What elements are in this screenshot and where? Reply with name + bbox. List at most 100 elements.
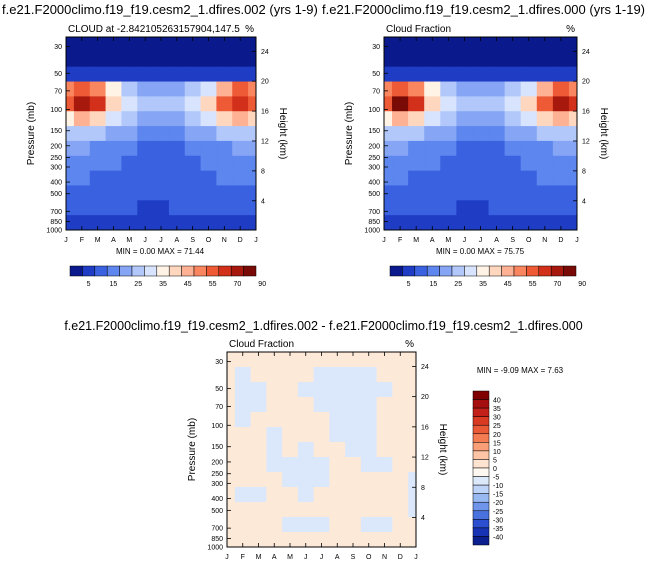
colorbar-label: 35 (479, 281, 487, 288)
heatmap-cell (216, 140, 233, 157)
heatmap-cell (234, 487, 252, 503)
heatmap-cell (568, 111, 578, 127)
y-right-tick-label: 12 (421, 455, 429, 462)
heatmap-cell (168, 185, 186, 201)
colorbar-swatch (472, 510, 490, 520)
heatmap-cell (376, 457, 393, 473)
colorbar-swatch (563, 265, 577, 277)
heatmap-cell (297, 532, 315, 548)
heatmap-cell (105, 155, 122, 172)
heatmap-cell (536, 111, 554, 127)
y-right-tick-label: 8 (582, 168, 586, 175)
colorbar-label: 55 (209, 281, 217, 288)
plot-title-right: % (566, 24, 575, 35)
colorbar-swatch (106, 265, 120, 277)
heatmap-cell (89, 111, 107, 127)
heatmap-cell (345, 487, 362, 503)
heatmap-cell (408, 412, 417, 428)
x-tick-label: M (445, 237, 451, 244)
heatmap-cell (392, 427, 409, 443)
colorbar-swatch (69, 265, 83, 277)
y-tick-label: 50 (54, 71, 62, 78)
heatmap-cell (216, 111, 233, 127)
heatmap-cell (360, 352, 378, 368)
x-tick-label: J (143, 237, 147, 244)
plot-title-left: Cloud Fraction (229, 339, 294, 350)
colorbar-label: 90 (258, 281, 266, 288)
heatmap-cell (504, 51, 522, 68)
heatmap-cell (248, 200, 257, 216)
heatmap-cell (384, 155, 393, 172)
colorbar-label: 20 (493, 432, 501, 439)
x-tick-label: S (510, 237, 515, 244)
heatmap-cell (345, 427, 362, 443)
y-tick-label: 250 (368, 155, 380, 162)
heatmap-cell (408, 487, 417, 503)
y-right-tick-label: 24 (421, 364, 429, 371)
heatmap-cell (329, 487, 346, 503)
heatmap-cell (345, 442, 362, 458)
heatmap-cell (250, 502, 267, 518)
heatmap-cell (266, 472, 283, 488)
y-right-tick-label: 20 (421, 394, 429, 401)
heatmap-cell (384, 215, 393, 231)
heatmap-cell (89, 215, 107, 231)
x-tick-label: J (463, 237, 467, 244)
heatmap-cell (232, 215, 249, 231)
heatmap-cell (266, 382, 283, 398)
heatmap-cell (153, 200, 170, 216)
heatmap-cell (345, 367, 362, 383)
heatmap-cell (66, 66, 75, 83)
heatmap-cell (408, 200, 425, 216)
heatmap-cell (297, 352, 315, 368)
heatmap-cell (392, 51, 409, 68)
heatmap-cell (216, 96, 233, 112)
heatmap-cell (536, 66, 554, 83)
heatmap-cell (105, 170, 122, 186)
heatmap-cell (168, 140, 186, 157)
heatmap-cell (227, 442, 236, 458)
heatmap-cell (282, 412, 299, 428)
x-tick-label: A (272, 554, 277, 561)
heatmap-cell (266, 532, 283, 548)
y-tick-label: 30 (215, 359, 223, 366)
heatmap-cell (121, 96, 138, 112)
heatmap-cell (73, 140, 91, 157)
heatmap-cell (472, 66, 490, 83)
colorbar-swatch (472, 390, 490, 400)
heatmap-cell (568, 200, 578, 216)
heatmap-cell (184, 126, 202, 142)
x-tick-label: J (64, 237, 68, 244)
heatmap-cell (488, 66, 506, 83)
heatmap-cell (488, 155, 506, 172)
heatmap-cell (329, 367, 346, 383)
heatmap-cell (488, 96, 506, 112)
heatmap-cell (360, 487, 378, 503)
heatmap-cell (232, 170, 249, 186)
heatmap-cell (266, 352, 283, 368)
heatmap-cell (408, 51, 425, 68)
heatmap-cell (250, 427, 267, 443)
heatmap-cell (282, 487, 299, 503)
heatmap-cell (408, 532, 417, 548)
heatmap-cell (329, 352, 346, 368)
heatmap-cell (552, 96, 570, 112)
heatmap-cell (360, 367, 378, 383)
heatmap-cell (408, 140, 425, 157)
heatmap-cell (392, 532, 409, 548)
colorbar-label: -15 (493, 492, 503, 499)
heatmap-cell (504, 66, 522, 83)
heatmap-cell (137, 37, 154, 53)
heatmap-cell (234, 457, 252, 473)
heatmap-cell (504, 81, 522, 97)
heatmap-cell (227, 532, 236, 548)
heatmap-cell (227, 502, 236, 518)
y-tick-label: 150 (50, 128, 62, 135)
heatmap-cell (313, 487, 330, 503)
x-tick-label: F (241, 554, 245, 561)
heatmap-cell (227, 457, 236, 473)
colorbar-swatch (472, 501, 490, 512)
heatmap-cell (440, 37, 457, 53)
colorbar-label: -25 (493, 509, 503, 516)
colorbar-swatch (472, 536, 490, 546)
